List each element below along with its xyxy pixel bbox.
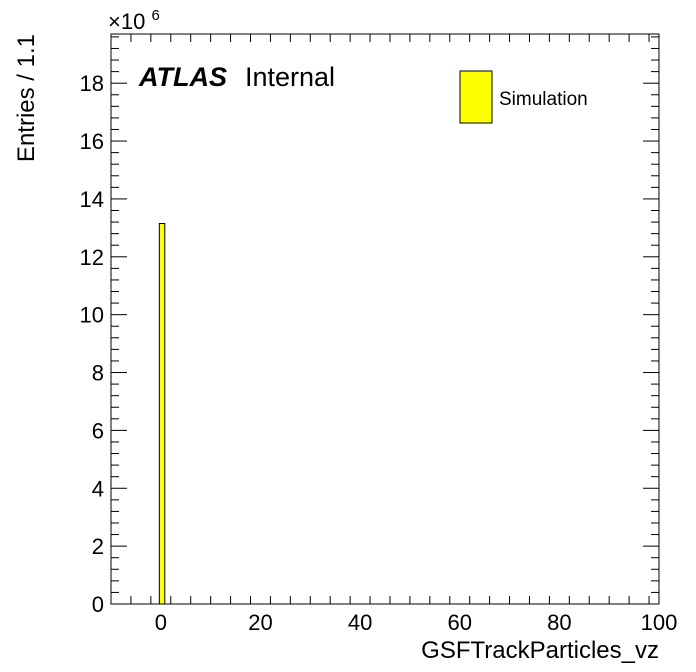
y-tick-label: 2 xyxy=(92,534,104,559)
plot-frame xyxy=(110,33,660,605)
tick-marks xyxy=(110,34,659,605)
x-tick-label: 40 xyxy=(348,610,372,635)
y-tick-label: 6 xyxy=(92,418,104,443)
legend-label-simulation: Simulation xyxy=(499,89,588,110)
atlas-experiment: ATLAS xyxy=(138,62,227,92)
y-multiplier-exponent: 6 xyxy=(151,7,159,24)
y-tick-label: 10 xyxy=(80,303,104,328)
x-axis-title: GSFTrackParticles_vz xyxy=(421,637,659,664)
y-tick-labels: 0 2 4 6 8 10 12 14 16 18 xyxy=(80,71,104,617)
y-tick-label: 18 xyxy=(80,71,104,96)
x-tick-label: 100 xyxy=(641,610,678,635)
histogram-bar xyxy=(158,223,166,605)
atlas-label: ATLAS Internal xyxy=(138,62,335,92)
y-tick-label: 0 xyxy=(92,592,104,617)
x-tick-label: 0 xyxy=(155,610,167,635)
y-tick-label: 4 xyxy=(92,476,104,501)
y-tick-label: 16 xyxy=(80,129,104,154)
y-axis-title: Entries / 1.1 xyxy=(13,34,40,162)
y-tick-label: 8 xyxy=(92,361,104,386)
y-axis-multiplier: ×10 6 xyxy=(108,7,160,34)
atlas-status: Internal xyxy=(245,62,335,92)
legend-swatch-simulation xyxy=(459,70,493,124)
y-multiplier-base: ×10 xyxy=(108,9,145,34)
x-tick-label: 60 xyxy=(447,610,471,635)
y-tick-label: 14 xyxy=(80,187,104,212)
y-tick-label: 12 xyxy=(80,245,104,270)
x-tick-labels: 0 20 40 60 80 100 xyxy=(155,610,678,635)
legend: Simulation xyxy=(459,70,588,124)
x-tick-label: 20 xyxy=(248,610,272,635)
histogram-bars xyxy=(158,223,166,605)
x-tick-label: 80 xyxy=(547,610,571,635)
